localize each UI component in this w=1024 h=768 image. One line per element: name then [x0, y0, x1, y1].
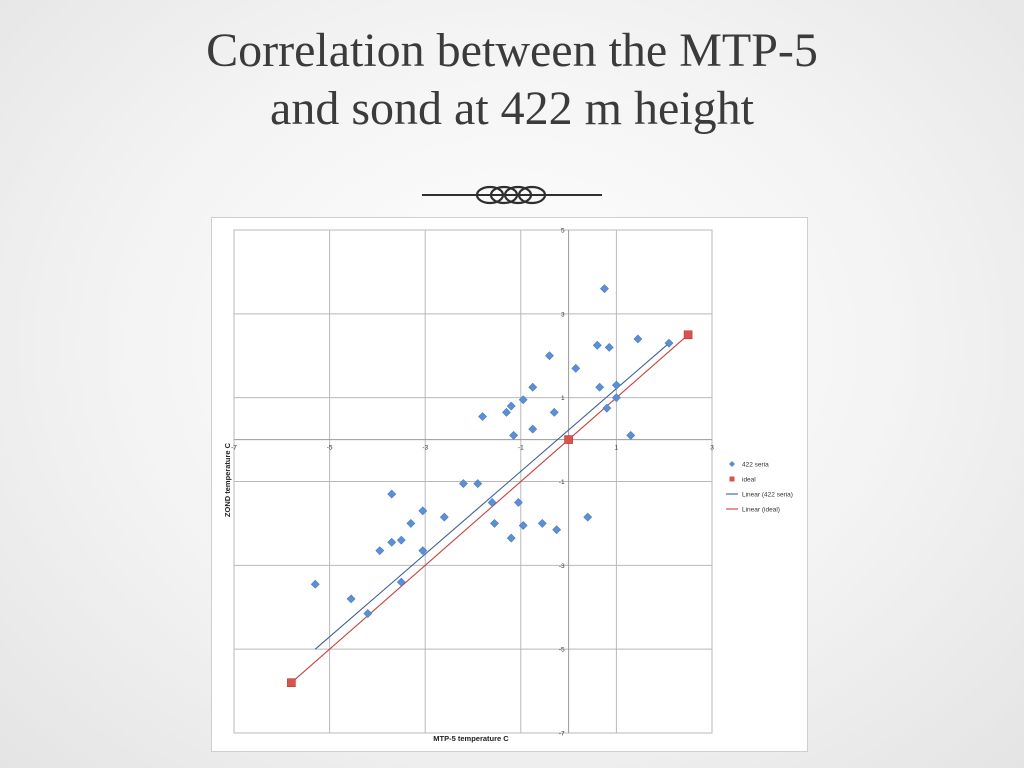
- x-tick-label: 1: [615, 445, 619, 452]
- y-tick-label: 3: [561, 311, 565, 318]
- data-point-422-seria: [490, 518, 499, 528]
- slide-title-line-1: Correlation between the MTP-5: [206, 24, 818, 77]
- data-point-422-seria: [509, 430, 519, 440]
- x-tick-label: -7: [231, 445, 237, 452]
- y-tick-label: 5: [561, 228, 565, 235]
- data-point-422-seria: [406, 518, 416, 528]
- data-point-422-seria: [418, 506, 428, 516]
- legend-label: ideal: [742, 477, 756, 484]
- scatter-chart: -7 -5 -3 -1 1 3 5 3 1 -1 -3 -5 -7 MTP-5 temperature …: [223, 228, 793, 744]
- slide-title-line-2: and sond at 422 m height: [270, 82, 754, 135]
- data-point-422-seria: [506, 533, 516, 543]
- data-point-422-seria: [626, 430, 636, 440]
- trendlines: [290, 334, 689, 684]
- x-axis-label: MTP-5 temperature C: [433, 734, 509, 743]
- trendline-ideal: [290, 334, 689, 684]
- data-point-422-seria: [528, 382, 538, 392]
- data-point-422-seria: [346, 594, 356, 604]
- data-point-422-seria: [487, 498, 497, 507]
- y-tick-label: -1: [559, 479, 565, 486]
- data-point-ideal: [683, 330, 693, 340]
- data-point-422-seria: [310, 579, 320, 589]
- legend-label: 422 seria: [742, 462, 769, 469]
- data-point-422-seria: [571, 363, 581, 373]
- data-point-422-seria: [602, 403, 612, 413]
- data-point-422-seria: [418, 546, 428, 556]
- x-tick-label: -3: [422, 445, 428, 452]
- chart-gridlines: [233, 229, 713, 734]
- chart-panel: -7 -5 -3 -1 1 3 5 3 1 -1 -3 -5 -7 MTP-5 temperature …: [211, 217, 808, 752]
- data-point-422-seria: [375, 546, 385, 556]
- data-point-422-seria: [518, 521, 528, 530]
- data-point-422-seria: [583, 512, 593, 522]
- data-point-422-seria: [552, 525, 562, 535]
- data-point-ideal: [564, 435, 573, 444]
- flourish-divider-icon: [422, 185, 602, 205]
- y-tick-label: -7: [559, 731, 565, 738]
- data-point-422-seria: [478, 412, 487, 421]
- data-point-422-seria: [439, 512, 449, 522]
- y-tick-label: 1: [561, 395, 565, 402]
- data-point-422-seria: [396, 577, 406, 587]
- y-tick-label: -5: [559, 647, 565, 654]
- data-point-422-seria: [459, 479, 468, 489]
- data-point-422-seria: [473, 479, 483, 489]
- data-point-422-seria: [387, 489, 397, 499]
- data-point-422-seria: [611, 380, 621, 390]
- data-point-422-seria: [518, 395, 528, 405]
- data-point-422-seria: [513, 498, 523, 507]
- data-point-422-seria: [633, 334, 643, 344]
- data-point-422-seria: [595, 382, 605, 392]
- legend-marker-ideal: [729, 476, 735, 482]
- data-point-422-seria: [600, 284, 609, 294]
- data-point-422-seria: [502, 407, 511, 417]
- data-point-422-seria: [611, 393, 621, 403]
- legend-label: Linear (ideal): [742, 507, 780, 514]
- legend-label: Linear (422 seria): [742, 492, 793, 499]
- x-tick-label: 3: [710, 445, 714, 452]
- y-axis-label: ZOND temperature C: [223, 442, 232, 517]
- data-point-422-seria: [363, 609, 373, 618]
- data-point-422-seria: [592, 340, 602, 350]
- data-point-422-seria: [545, 351, 554, 361]
- data-point-422-seria: [549, 407, 559, 417]
- data-point-422-seria: [604, 342, 614, 352]
- data-point-422-seria: [664, 338, 674, 348]
- data-point-422-seria: [506, 401, 516, 411]
- x-tick-label: -5: [327, 445, 333, 452]
- tick-labels: -7 -5 -3 -1 1 3 5 3 1 -1 -3 -5 -7: [231, 228, 714, 738]
- data-points: [287, 284, 693, 688]
- data-point-422-seria: [387, 537, 397, 547]
- y-tick-label: -3: [559, 563, 565, 570]
- legend-marker-422-seria: [729, 461, 735, 467]
- slide-title: Correlation between the MTP-5 and sond a…: [0, 22, 1024, 138]
- data-point-422-seria: [396, 535, 406, 545]
- data-point-422-seria: [528, 424, 538, 434]
- data-point-422-seria: [537, 518, 547, 528]
- trendline-422-seria: [314, 342, 670, 650]
- data-point-ideal: [287, 678, 296, 688]
- x-tick-label: -1: [518, 445, 524, 452]
- chart-legend: 422 seria ideal Linear (422 seria) Linear (…: [726, 461, 793, 514]
